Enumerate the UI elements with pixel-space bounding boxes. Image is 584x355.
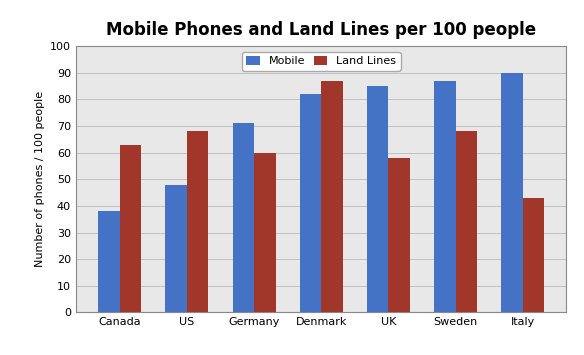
Bar: [120, 145, 141, 312]
Bar: [321, 81, 343, 312]
Legend: Mobile, Land Lines: Mobile, Land Lines: [242, 52, 401, 71]
Bar: [367, 86, 388, 312]
Bar: [523, 198, 544, 312]
Bar: [300, 94, 321, 312]
Bar: [187, 131, 208, 312]
Bar: [434, 81, 456, 312]
Y-axis label: Number of phones / 100 people: Number of phones / 100 people: [34, 91, 44, 267]
Bar: [165, 185, 187, 312]
Title: Mobile Phones and Land Lines per 100 people: Mobile Phones and Land Lines per 100 peo…: [106, 21, 536, 39]
Bar: [388, 158, 410, 312]
Bar: [232, 124, 254, 312]
Bar: [254, 153, 276, 312]
Bar: [501, 73, 523, 312]
Bar: [98, 211, 120, 312]
Bar: [456, 131, 477, 312]
